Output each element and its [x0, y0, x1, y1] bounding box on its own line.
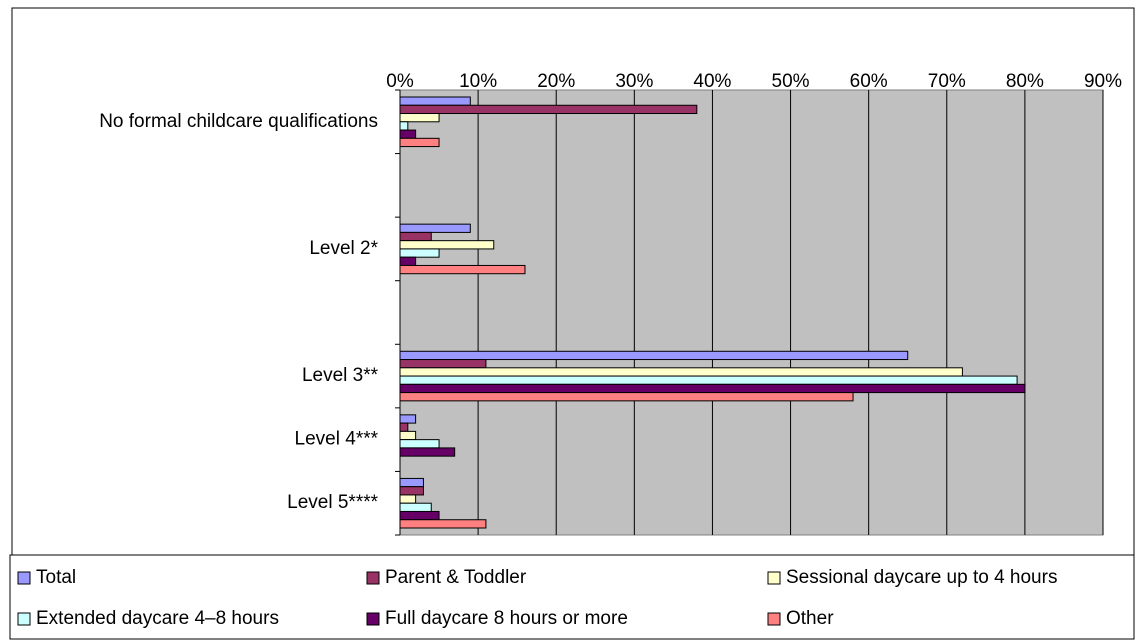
bar: [399, 96, 471, 106]
bar: [399, 494, 417, 504]
bar: [399, 248, 440, 258]
legend-label: Sessional daycare up to 4 hours: [786, 567, 1057, 588]
bar: [399, 367, 963, 377]
x-tick-label: 10%: [459, 71, 497, 92]
bar: [399, 113, 440, 123]
bar: [399, 129, 417, 139]
y-tick-label: Level 5****: [287, 492, 378, 513]
bar: [399, 240, 495, 250]
bar: [399, 104, 698, 115]
bar: [399, 392, 854, 402]
bar: [399, 414, 417, 424]
bar: [399, 231, 432, 242]
x-tick-label: 60%: [850, 71, 888, 92]
legend-swatch: [366, 571, 380, 585]
x-tick-label: 50%: [772, 71, 810, 92]
legend-label: Extended daycare 4–8 hours: [36, 608, 279, 629]
legend-frame: [9, 554, 1135, 640]
y-tick-label: Level 3**: [302, 365, 379, 386]
legend-label: Other: [786, 608, 834, 629]
legend-swatch: [767, 612, 781, 626]
x-tick-label: 40%: [693, 71, 731, 92]
bar: [399, 350, 909, 361]
bar: [399, 383, 1026, 394]
bar: [399, 486, 424, 496]
x-tick-label: 0%: [386, 71, 414, 92]
y-tick-label: Level 2*: [309, 238, 378, 259]
y-tick-label: Level 4***: [295, 429, 379, 450]
bar: [399, 137, 440, 148]
x-tick-label: 90%: [1084, 71, 1122, 92]
x-tick-label: 70%: [928, 71, 966, 92]
bar: [399, 121, 409, 131]
bar: [399, 422, 409, 432]
y-tick-label: No formal childcare qualifications: [99, 111, 378, 132]
bar: [399, 439, 440, 449]
bar: [399, 519, 487, 529]
bar: [399, 264, 526, 275]
legend-swatch: [366, 612, 380, 626]
legend-label: Total: [36, 567, 76, 588]
bar: [399, 223, 471, 233]
x-tick-label: 80%: [1006, 71, 1044, 92]
bar: [399, 447, 456, 457]
x-tick-label: 20%: [537, 71, 575, 92]
bar: [399, 477, 424, 488]
bar: [399, 430, 417, 441]
bar: [399, 510, 440, 521]
bar: [399, 359, 487, 369]
bar: [399, 375, 1018, 385]
legend-label: Parent & Toddler: [385, 567, 527, 588]
legend-swatch: [17, 571, 31, 585]
legend-swatch: [767, 571, 781, 585]
bar: [399, 256, 417, 266]
x-tick-label: 30%: [615, 71, 653, 92]
plot-area: [399, 89, 1104, 536]
legend-label: Full daycare 8 hours or more: [385, 608, 628, 629]
bar: [399, 502, 432, 512]
legend-swatch: [17, 612, 31, 626]
